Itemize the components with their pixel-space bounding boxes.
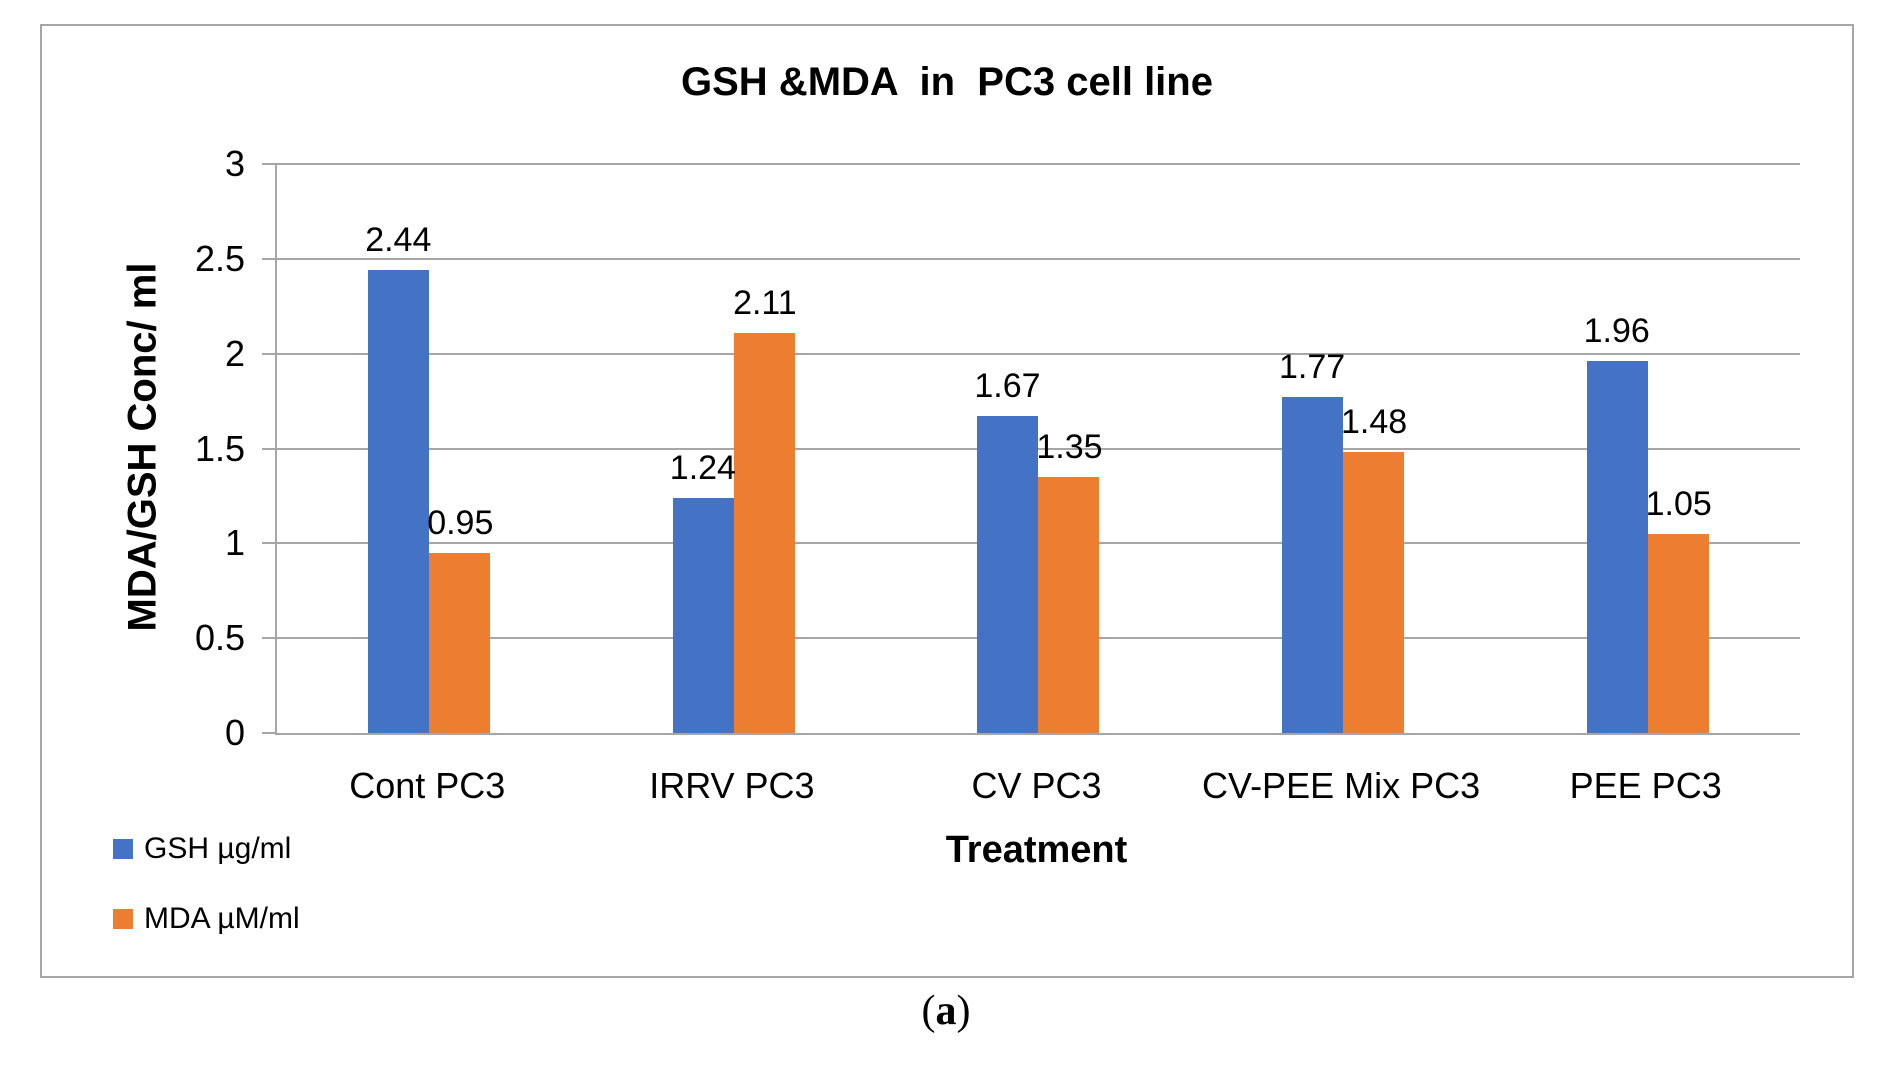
y-axis-tick [262,732,277,734]
legend-label-gsh: GSH µg/ml [144,832,292,865]
bar-value-label: 1.96 [1583,312,1650,351]
figure-caption: (a) [40,988,1852,1034]
bar-gsh [1282,397,1344,733]
bar-value-label: 1.05 [1645,484,1712,523]
bar-mda [733,332,795,733]
y-axis-tick [262,163,277,165]
category-label: IRRV PC3 [649,765,815,806]
bar-value-label: 0.95 [427,503,494,542]
y-axis-tick [262,352,277,355]
bar-gsh [977,416,1039,733]
legend-swatch-mda [113,909,133,929]
bar-value-label: 1.35 [1036,427,1103,466]
bar-gsh [1586,361,1648,733]
y-tick-label: 1.5 [194,427,245,469]
category-label: CV-PEE Mix PC3 [1202,765,1481,806]
y-tick-label: 0.5 [194,617,245,659]
y-tick-label: 2.5 [194,237,245,279]
bar-mda [429,552,491,733]
legend-item-mda: MDA µM/ml [113,902,300,936]
y-axis-title-text: MDA/GSH Conc/ ml [120,262,165,632]
legend-label-mda: MDA µM/ml [144,902,300,935]
y-tick-label: 1 [224,522,245,564]
category-axis: Cont PC3 IRRV PC3 CV PC3 CV-PEE Mix PC3 PEE … [275,764,1798,808]
bar-gsh [368,270,430,733]
legend-swatch-gsh [113,839,133,859]
legend-item-gsh: GSH µg/ml [113,832,300,866]
chart-figure: GSH &MDA in PC3 cell line MDA/GSH Conc/ … [40,24,1854,978]
bar-group: 2.44 0.95 [277,164,582,733]
bar-value-label: 1.67 [974,367,1041,406]
caption-letter: a [935,988,957,1034]
bar-value-label: 2.11 [733,283,797,322]
category-label: CV PC3 [971,765,1102,806]
bar-value-label: 1.77 [1279,348,1346,387]
y-tick-label: 2 [224,332,245,374]
gridline [277,163,1800,165]
bar-mda [1343,452,1405,733]
gridline [277,257,1800,260]
y-axis-tick [262,447,277,450]
plot-area: 0 0.5 1 1.5 2 2.5 3 2.44 0.95 1.24 2.11 1.67 1.35 1.7… [195,143,1800,753]
y-tick-label: 3 [224,143,245,184]
category-label: PEE PC3 [1569,765,1722,806]
category-label: Cont PC3 [349,765,506,806]
y-tick-label: 0 [224,712,245,753]
bar-value-label: 1.24 [669,448,736,487]
bar-mda [1647,533,1709,733]
caption-paren-open: ( [921,988,936,1034]
bar-mda [1038,476,1100,733]
y-axis-tick [262,637,277,640]
legend: GSH µg/ml MDA µM/ml [113,832,300,972]
y-axis-tick [262,542,277,545]
y-axis-tick [262,257,277,260]
bar-group: 1.96 1.05 [1495,164,1800,733]
gridline [277,352,1800,355]
caption-paren-close: ) [956,988,971,1034]
chart-title: GSH &MDA in PC3 cell line [681,60,1213,104]
bar-group: 1.67 1.35 [886,164,1191,733]
bar-gsh [672,497,734,733]
bar-value-label: 2.44 [365,221,432,260]
bar-group: 1.24 2.11 [582,164,887,733]
bar-value-label: 1.48 [1341,403,1408,442]
x-axis-title: Treatment [945,829,1128,871]
bar-group: 1.77 1.48 [1191,164,1496,733]
gridline [277,447,1800,450]
